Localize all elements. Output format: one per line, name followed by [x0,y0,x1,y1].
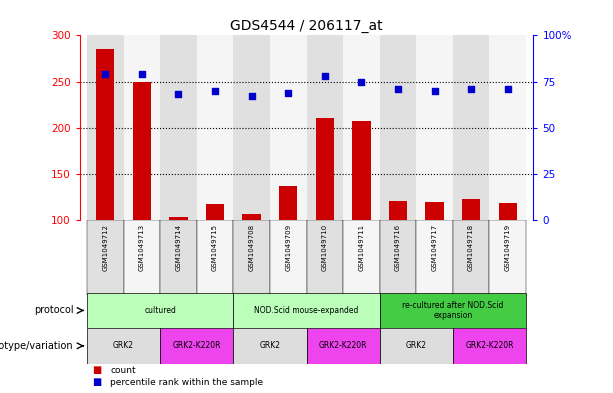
Bar [270,35,306,220]
Bar [343,220,379,295]
Text: GSM1049716: GSM1049716 [395,224,401,271]
Bar [489,220,526,295]
Bar [379,35,416,220]
Bar [498,202,517,220]
Bar [389,201,407,220]
Bar [87,293,234,328]
Text: GSM1049717: GSM1049717 [432,224,438,271]
Bar [270,220,306,295]
Bar [306,328,379,364]
Text: GSM1049709: GSM1049709 [285,224,291,271]
Bar [306,35,343,220]
Bar [160,220,197,295]
Text: protocol: protocol [34,305,74,316]
Text: GSM1049719: GSM1049719 [504,224,511,271]
Bar [416,35,453,220]
Bar [124,35,160,220]
Point [101,71,110,77]
Point [503,86,512,92]
Bar [316,118,334,220]
Point [137,71,147,77]
Bar [352,121,370,220]
Text: GRK2: GRK2 [406,342,427,350]
Bar [416,220,453,295]
Bar [197,220,234,295]
Bar [96,49,115,220]
Text: re-cultured after NOD.Scid
expansion: re-cultured after NOD.Scid expansion [402,301,503,320]
Text: GSM1049711: GSM1049711 [359,224,364,271]
Bar [234,328,306,364]
Text: genotype/variation: genotype/variation [0,341,74,351]
Bar [306,220,343,295]
Text: ■: ■ [92,365,101,375]
Bar [425,202,444,220]
Bar [206,204,224,220]
Text: GRK2-K220R: GRK2-K220R [465,342,514,350]
Bar [234,35,270,220]
Bar [343,35,379,220]
Point [173,91,183,97]
Bar [243,214,261,220]
Text: GSM1049714: GSM1049714 [175,224,181,271]
Text: percentile rank within the sample: percentile rank within the sample [110,378,264,387]
Text: GSM1049718: GSM1049718 [468,224,474,271]
Bar [197,35,234,220]
Bar [489,35,526,220]
Bar [133,82,151,220]
Point [283,90,293,96]
Bar [379,220,416,295]
Point [320,73,330,79]
Bar [453,328,526,364]
Text: GSM1049708: GSM1049708 [249,224,254,271]
Point [357,79,367,85]
Bar [124,220,160,295]
Text: GRK2-K220R: GRK2-K220R [319,342,367,350]
Point [246,93,256,99]
Bar [234,220,270,295]
Bar [453,220,489,295]
Bar [379,293,526,328]
Bar [87,328,160,364]
Bar [87,35,124,220]
Point [210,88,220,94]
Bar [462,199,480,220]
Bar [160,35,197,220]
Bar [379,328,453,364]
Bar [279,186,297,220]
Text: GSM1049710: GSM1049710 [322,224,328,271]
Text: ■: ■ [92,377,101,387]
Point [430,88,440,94]
Text: GSM1049715: GSM1049715 [212,224,218,271]
Bar [87,220,124,295]
Text: GRK2: GRK2 [113,342,134,350]
Bar [453,35,489,220]
Title: GDS4544 / 206117_at: GDS4544 / 206117_at [230,19,383,33]
Text: GSM1049713: GSM1049713 [139,224,145,271]
Text: count: count [110,366,136,375]
Bar [234,293,379,328]
Text: GRK2-K220R: GRK2-K220R [172,342,221,350]
Point [466,86,476,92]
Text: GSM1049712: GSM1049712 [102,224,109,271]
Bar [160,328,234,364]
Text: cultured: cultured [144,306,176,315]
Bar [169,217,188,220]
Point [393,86,403,92]
Text: NOD.Scid mouse-expanded: NOD.Scid mouse-expanded [254,306,359,315]
Text: GRK2: GRK2 [259,342,280,350]
